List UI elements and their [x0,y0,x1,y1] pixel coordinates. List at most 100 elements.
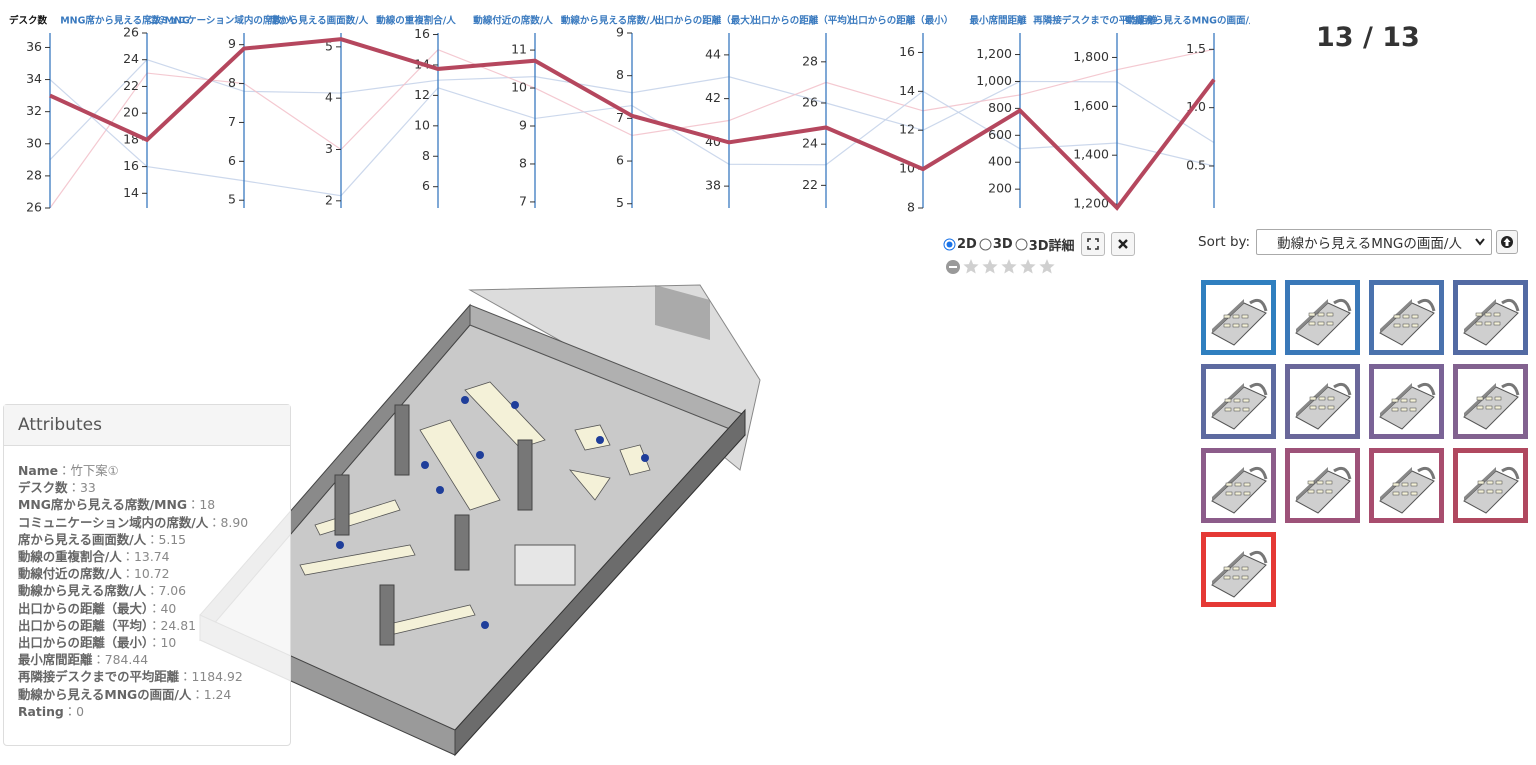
thumbnail[interactable] [1369,280,1444,355]
thumb-round [1333,298,1352,312]
axis-title: 出口からの距離（平均） [752,15,857,27]
attribute-separator: ： [146,531,159,547]
minus-sign [949,266,957,268]
tick-label: 1,200 [1073,196,1109,211]
sort-select[interactable]: 動線から見えるMNGの画面/人 [1256,229,1493,255]
attribute-key: 動線付近の席数/人 [18,566,122,582]
thumbnail[interactable] [1285,364,1360,439]
pillars [334,404,533,646]
thumbnail[interactable] [1201,280,1276,355]
star[interactable] [982,259,998,274]
thumbnail[interactable] [1453,448,1528,523]
thumb-desk [1485,405,1493,410]
thumbnail[interactable] [1453,280,1528,355]
star[interactable] [1020,259,1036,274]
close-icon [1117,239,1128,249]
radio-dot [946,241,953,247]
thumb-desk [1484,312,1492,317]
tick-label: 16 [414,26,430,41]
attribute-key: 席から見える画面数/人 [18,531,147,547]
thumbnail-image [1211,466,1268,514]
view-option[interactable]: 3D詳細 [1015,235,1075,254]
attribute-row: デスク数：33 [18,479,290,496]
thumb-desk [1486,480,1494,485]
sort-direction-button[interactable] [1496,230,1519,254]
axis-title: 動線から見えるMNGの画面/人 [1126,15,1250,27]
thumb-desk [1233,398,1241,403]
tick-label: 7 [616,110,624,125]
attribute-key: Rating [18,703,64,719]
attribute-row: 席から見える画面数/人：5.15 [18,531,290,548]
radio-ring [979,238,992,250]
thumb-desk [1400,398,1408,403]
tick-label: 9 [228,36,236,51]
thumb-desk [1477,489,1485,494]
star[interactable] [1039,259,1055,274]
close-button[interactable] [1110,232,1135,256]
thumbnail[interactable] [1201,364,1276,439]
fullscreen-button[interactable] [1080,232,1105,256]
thumbnail-grid [1201,280,1536,607]
star[interactable] [963,259,979,274]
thumbnail-image [1379,466,1436,514]
attribute-row: 動線の重複割合/人：13.74 [18,548,290,565]
thumbnail[interactable] [1453,364,1528,439]
tick-label: 32 [26,103,42,118]
attribute-row: 動線付近の席数/人：10.72 [18,565,290,582]
tick-label: 800 [988,100,1012,115]
tick-label: 5 [228,192,236,207]
thumb-desk [1485,396,1493,401]
thumbnail-image [1379,382,1436,430]
star[interactable] [1001,259,1017,274]
thumb-desk [1392,482,1400,487]
tick-label: 10 [511,80,527,95]
attribute-separator: ： [148,617,161,633]
tick-label: 26 [123,25,139,40]
attribute-value: 10 [160,635,177,651]
thumb-desk [1327,396,1335,401]
thumbnail[interactable] [1369,364,1444,439]
axis-title: 動線付近の席数/人 [473,15,553,27]
glass-panel [655,285,710,340]
attribute-separator: ： [148,635,161,651]
tick-label: 14 [899,83,915,98]
tick-label: 8 [228,75,236,90]
thumb-desk [1411,314,1419,319]
view-option[interactable]: 2D [943,237,977,252]
attribute-separator: ： [121,549,135,565]
thumbnail[interactable] [1285,448,1360,523]
thumb-desk [1234,491,1242,496]
attributes-title: Attributes [4,405,290,446]
thumbnail[interactable] [1285,280,1360,355]
tick-label: 14 [123,185,139,200]
thumbnail[interactable] [1369,448,1444,523]
view-option[interactable]: 3D [979,237,1013,252]
thumbnail[interactable] [1201,532,1276,607]
tick-label: 12 [899,122,915,137]
axis-title: コミュニケーション域内の席数/人 [149,15,295,27]
thumb-desk [1223,323,1231,328]
view-option-label: 2D [957,236,977,252]
attribute-value: 13.74 [134,549,170,565]
radio-ring [1015,238,1028,250]
thumb-desk [1224,398,1232,403]
attribute-value: 0 [76,703,85,719]
dropdown-arrow [1475,238,1485,246]
rating-stars [946,259,1055,274]
thumb-desk [1224,407,1232,412]
view-option-label: 3D [992,236,1013,252]
tick-label: 10 [414,117,430,132]
thumb-desk [1495,480,1503,485]
tick-label: 8 [519,155,527,170]
thumb-desk [1225,482,1233,487]
tick-label: 16 [123,158,139,173]
thumb-desk [1232,314,1240,319]
tick-label: 7 [519,193,527,208]
tick-label: 26 [26,200,42,215]
thumb-desk [1475,321,1483,326]
thumb-desk [1325,489,1333,494]
thumb-desk [1477,480,1485,485]
thumbnail[interactable] [1201,448,1276,523]
tick-label: 11 [511,42,527,57]
